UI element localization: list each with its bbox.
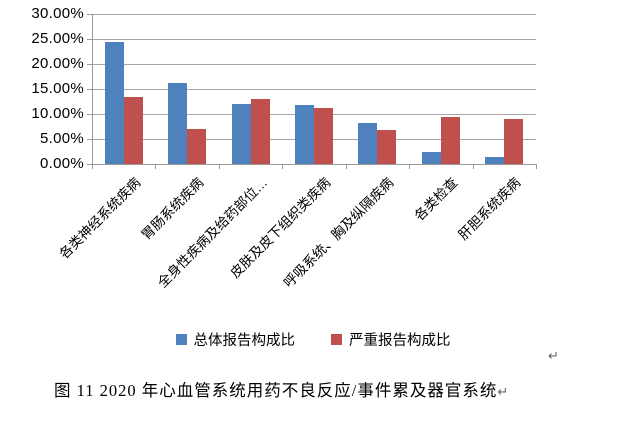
x-axis-tick — [409, 164, 411, 169]
legend-swatch-icon — [175, 334, 187, 345]
x-axis-tick — [282, 164, 284, 169]
y-axis-tick-label: 15.00% — [31, 80, 84, 97]
legend-label: 总体报告构成比 — [193, 333, 296, 349]
x-axis-tick — [218, 164, 220, 169]
bar-serious — [377, 129, 397, 164]
y-axis-tick-label: 10.00% — [31, 105, 84, 122]
bar-serious — [250, 99, 270, 164]
y-gridline — [92, 14, 536, 15]
legend-swatch-icon — [331, 334, 342, 345]
y-axis-tick — [87, 139, 92, 140]
x-axis-tick — [536, 164, 537, 169]
y-axis-tick-label: 25.00% — [31, 30, 84, 47]
caption-text: 图 11 2020 年心血管系统用药不良反应/事件累及器官系统 — [54, 381, 498, 400]
bar-total — [104, 41, 124, 164]
bar-serious — [440, 117, 460, 164]
bar-serious — [123, 96, 143, 164]
x-axis-tick — [472, 164, 474, 169]
bar-total — [231, 103, 251, 164]
bar-serious — [314, 108, 333, 164]
figure-caption: 图 11 2020 年心血管系统用药不良反应/事件累及器官系统↵ — [54, 377, 508, 401]
y-axis-tick — [87, 64, 92, 65]
y-axis-tick-label: 0.00% — [39, 155, 84, 172]
y-gridline — [92, 89, 536, 90]
legend-item: 总体报告构成比 — [175, 329, 296, 350]
y-axis-tick-label: 30.00% — [31, 5, 84, 22]
y-axis-tick-label: 5.00% — [39, 130, 84, 147]
paragraph-mark: ↵ — [548, 348, 559, 363]
x-axis-tick — [92, 164, 93, 169]
y-axis-tick — [87, 89, 92, 90]
y-axis-tick — [87, 114, 92, 115]
bar-total — [168, 82, 188, 164]
bar-serious — [504, 119, 524, 164]
bar-total — [295, 104, 314, 164]
chart-legend: 总体报告构成比 严重报告构成比 — [18, 329, 608, 350]
y-axis-tick — [87, 164, 92, 165]
bar-total — [485, 156, 505, 164]
y-gridline — [92, 39, 536, 40]
x-axis-line — [92, 164, 536, 165]
y-gridline — [92, 64, 536, 65]
bar-total — [358, 123, 378, 164]
return-mark-icon: ↵ — [497, 384, 509, 399]
bar-serious — [187, 129, 207, 164]
y-axis-tick — [87, 14, 92, 15]
bar-total — [421, 152, 441, 164]
y-axis-tick — [87, 39, 92, 40]
y-axis-tick-label: 20.00% — [31, 55, 84, 72]
y-axis-line — [92, 14, 93, 164]
x-axis-tick — [345, 164, 347, 169]
legend-label: 严重报告构成比 — [349, 333, 451, 349]
legend-item: 严重报告构成比 — [331, 329, 451, 350]
x-axis-tick — [155, 164, 157, 169]
